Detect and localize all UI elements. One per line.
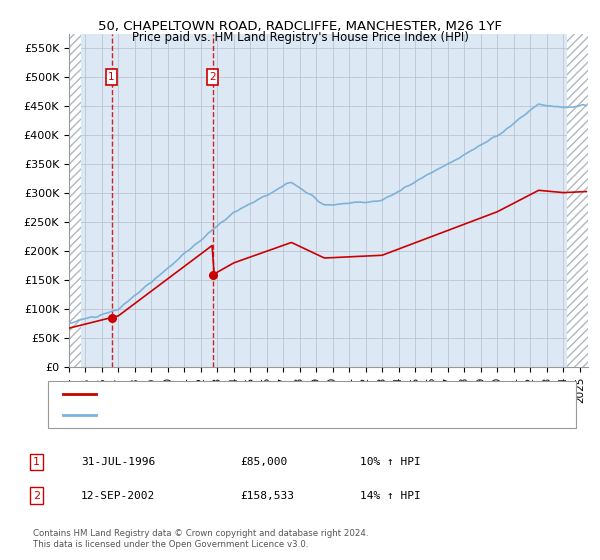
Text: Contains HM Land Registry data © Crown copyright and database right 2024.
This d: Contains HM Land Registry data © Crown c… — [33, 529, 368, 549]
Text: 50, CHAPELTOWN ROAD, RADCLIFFE, MANCHESTER, M26 1YF (detached house): 50, CHAPELTOWN ROAD, RADCLIFFE, MANCHEST… — [102, 389, 497, 399]
Text: £158,533: £158,533 — [240, 491, 294, 501]
Bar — [568, 34, 588, 367]
Text: 2: 2 — [33, 491, 40, 501]
Text: 1: 1 — [33, 457, 40, 467]
Text: 10% ↑ HPI: 10% ↑ HPI — [360, 457, 421, 467]
Text: 2: 2 — [209, 72, 216, 82]
Text: HPI: Average price, detached house, Bury: HPI: Average price, detached house, Bury — [102, 410, 310, 420]
Text: 12-SEP-2002: 12-SEP-2002 — [81, 491, 155, 501]
Bar — [69, 34, 82, 367]
Text: 31-JUL-1996: 31-JUL-1996 — [81, 457, 155, 467]
Text: 1: 1 — [108, 72, 115, 82]
Text: 50, CHAPELTOWN ROAD, RADCLIFFE, MANCHESTER, M26 1YF: 50, CHAPELTOWN ROAD, RADCLIFFE, MANCHEST… — [98, 20, 502, 32]
Text: Price paid vs. HM Land Registry's House Price Index (HPI): Price paid vs. HM Land Registry's House … — [131, 31, 469, 44]
Text: £85,000: £85,000 — [240, 457, 287, 467]
Text: 14% ↑ HPI: 14% ↑ HPI — [360, 491, 421, 501]
